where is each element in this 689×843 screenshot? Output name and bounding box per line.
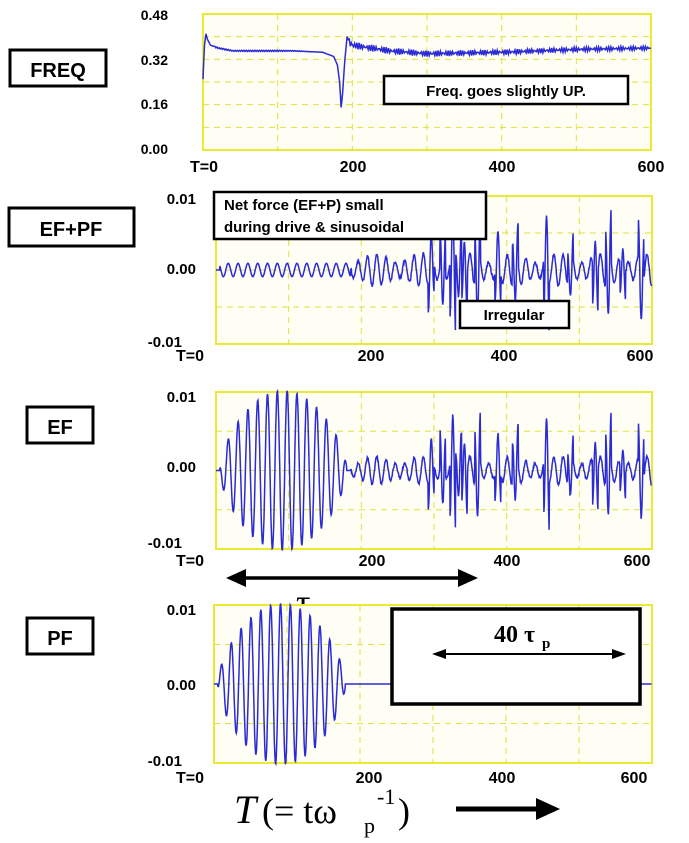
- efpf-annotation-line-1: Net force (EF+P) small: [224, 197, 384, 214]
- panel-freq-xtick-4: 600: [638, 159, 665, 176]
- x-axis-label-sup: -1: [377, 784, 395, 809]
- x-axis-label: T (= tω p -1 ): [234, 784, 410, 838]
- panel-efpf: EF+PF 0.01 0.00 -0.01 T=0 200 400 600 Ne…: [7, 190, 654, 365]
- panel-pf: PF 0.01 0.00 -0.01 T=0 200 400 600 40 τ …: [25, 602, 653, 787]
- panel-ef-xtick-2: 200: [359, 553, 386, 570]
- panel-ef-series-line: [216, 388, 652, 552]
- panel-freq-xtick-1: T=0: [190, 159, 218, 176]
- panel-pf-ytick-3: -0.01: [148, 753, 182, 770]
- panel-efpf-label: EF+PF: [40, 219, 103, 241]
- tau-p-label: 40 τ: [494, 622, 535, 648]
- panel-pf-xtick-4: 600: [621, 770, 648, 787]
- panel-efpf-xtick-4: 600: [627, 348, 654, 365]
- panel-freq-ytick-1: 0.48: [141, 7, 168, 23]
- panel-ef-ytick-2: 0.00: [167, 459, 196, 476]
- panel-freq-label: FREQ: [30, 60, 86, 82]
- panel-ef-xtick-1: T=0: [176, 553, 204, 570]
- tau-p-subscript: p: [542, 636, 550, 652]
- freq-annotation: Freq. goes slightly UP.: [426, 83, 586, 100]
- time-direction-arrow: [456, 798, 560, 820]
- panel-efpf-label-box: [7, 206, 136, 248]
- panel-freq-xtick-2: 200: [340, 159, 367, 176]
- panel-pf-label-box: [25, 616, 95, 656]
- panel-freq-xtick-3: 400: [489, 159, 516, 176]
- tau-p-box: [390, 607, 642, 706]
- panel-ef-xtick-3: 400: [494, 553, 521, 570]
- panel-efpf-xtick-3: 400: [491, 348, 518, 365]
- panel-pf-ytick-1: 0.01: [167, 602, 196, 619]
- panel-ef: EF 0.01 0.00 -0.01 T=0 200 400 600 τ B: [25, 388, 653, 627]
- panel-ef-label-box: [25, 405, 95, 445]
- panel-pf-label: PF: [47, 628, 73, 650]
- panel-freq-series-line: [202, 33, 652, 108]
- x-axis-label-main: T: [234, 787, 259, 832]
- panel-freq-ytick-2: 0.32: [141, 52, 168, 68]
- tau-b-arrow: [226, 569, 478, 587]
- panel-freq-ytick-3: 0.16: [141, 96, 168, 112]
- panel-pf-xtick-1: T=0: [176, 770, 204, 787]
- panel-efpf-ytick-1: 0.01: [167, 191, 196, 208]
- tau-p-arrow: [432, 649, 626, 659]
- panel-efpf-xtick-2: 200: [358, 348, 385, 365]
- x-axis-label-close: ): [398, 791, 410, 831]
- panel-efpf-ytick-2: 0.00: [167, 261, 196, 278]
- panel-efpf-xtick-1: T=0: [176, 348, 204, 365]
- panel-efpf-series-line: [216, 210, 653, 331]
- panel-efpf-ytick-3: -0.01: [148, 334, 182, 351]
- panel-freq: FREQ 0.48 0.32 0.16 0.00 T=0 200 400 600…: [8, 7, 665, 176]
- x-axis-label-rest: (= tω: [262, 791, 337, 831]
- panel-ef-ytick-1: 0.01: [167, 389, 196, 406]
- panel-ef-ytick-3: -0.01: [148, 535, 182, 552]
- irregular-annotation-box: [458, 299, 571, 330]
- panel-pf-xtick-3: 400: [489, 770, 516, 787]
- efpf-annotation-line-2: during drive & sinusoidal: [224, 219, 404, 236]
- panel-freq-label-box: [8, 48, 108, 88]
- panel-ef-xtick-4: 600: [624, 553, 651, 570]
- efpf-annotation-box: [212, 190, 488, 241]
- x-axis-label-sub: p: [364, 813, 375, 838]
- panel-pf-ytick-2: 0.00: [167, 677, 196, 694]
- freq-annotation-box: [382, 74, 630, 106]
- panel-pf-xtick-2: 200: [356, 770, 383, 787]
- irregular-annotation: Irregular: [484, 307, 545, 324]
- panel-freq-ytick-4: 0.00: [141, 141, 168, 157]
- panel-ef-label: EF: [47, 417, 73, 439]
